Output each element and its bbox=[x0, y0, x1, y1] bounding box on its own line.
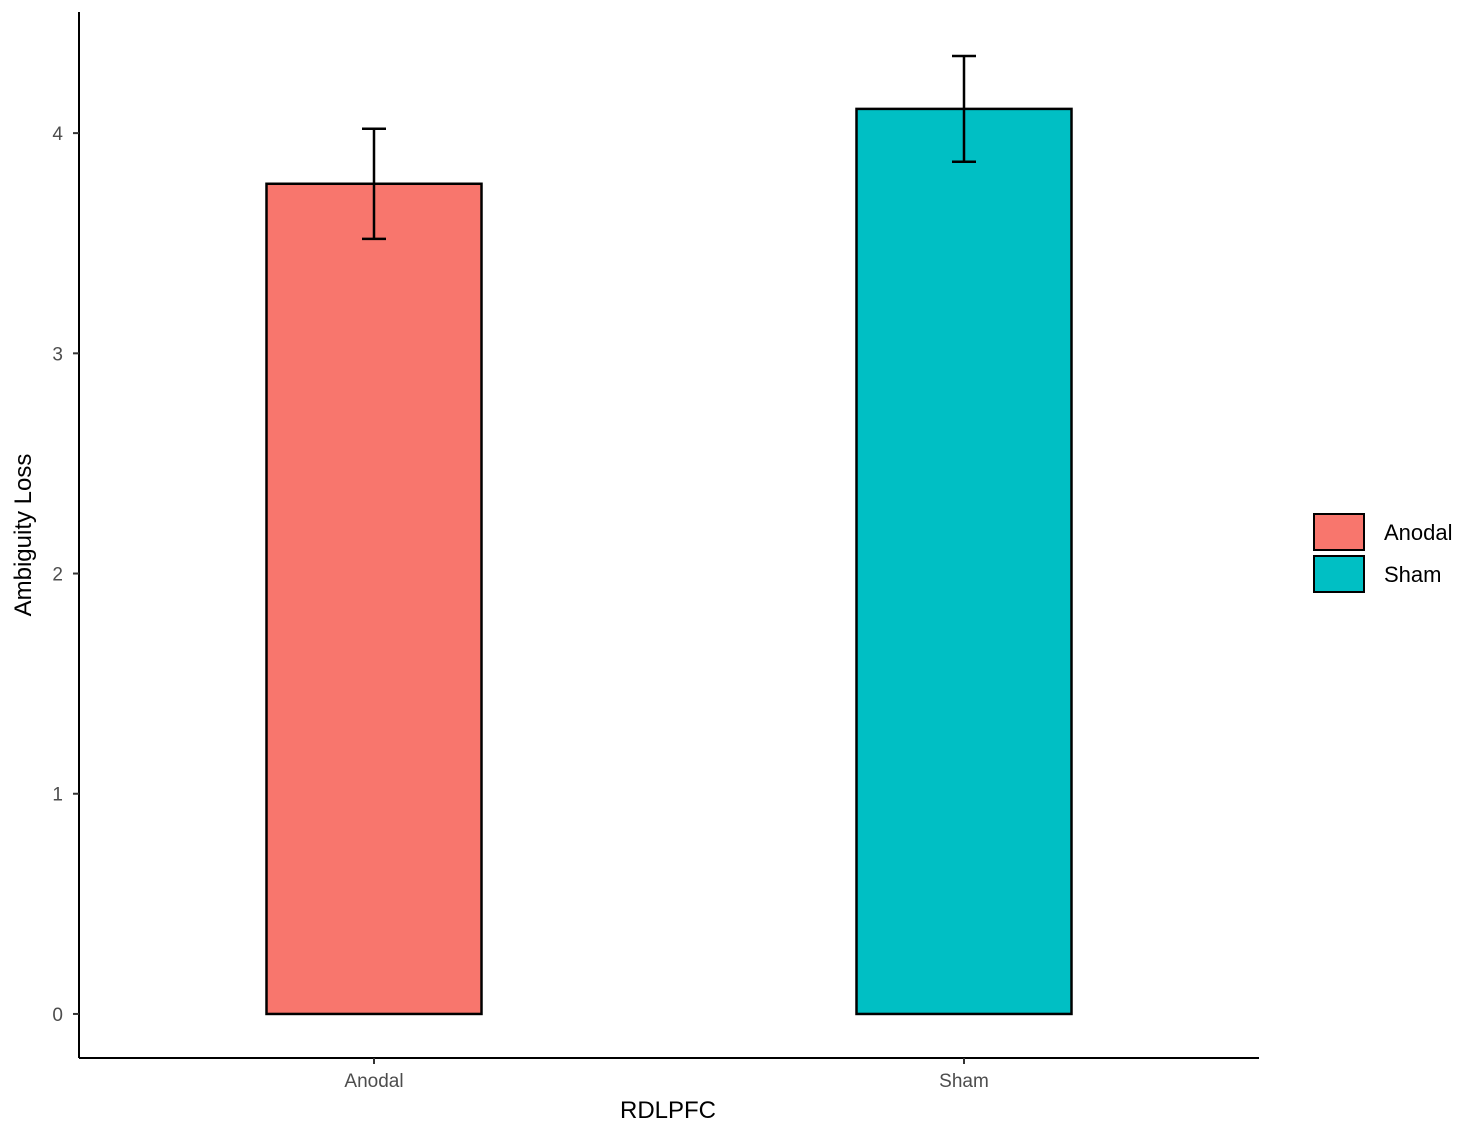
y-tick-label: 2 bbox=[52, 565, 63, 586]
y-tick-label: 4 bbox=[52, 124, 63, 145]
tick-labels: 0 1 2 3 4 Anodal Sham bbox=[52, 124, 988, 1092]
y-tick-label: 1 bbox=[52, 785, 63, 806]
y-tick-label: 0 bbox=[52, 1005, 63, 1026]
x-axis-title: RDLPFC bbox=[620, 1097, 716, 1124]
bars bbox=[265, 107, 1073, 1016]
legend-key-anodal bbox=[1313, 513, 1365, 551]
bar-sham bbox=[855, 107, 1073, 1016]
axes bbox=[73, 12, 1259, 1064]
x-tick-label: Anodal bbox=[344, 1071, 403, 1092]
y-tick-label: 3 bbox=[52, 344, 63, 365]
error-bars bbox=[362, 54, 976, 241]
legend-label-anodal: Anodal bbox=[1384, 520, 1453, 545]
x-tick-label: Sham bbox=[939, 1071, 989, 1092]
legend-label-sham: Sham bbox=[1384, 562, 1441, 587]
legend: Anodal Sham bbox=[1313, 513, 1453, 593]
y-axis-title: Ambiguity Loss bbox=[10, 454, 37, 617]
bar-anodal bbox=[265, 182, 483, 1016]
legend-key-sham bbox=[1313, 555, 1365, 593]
